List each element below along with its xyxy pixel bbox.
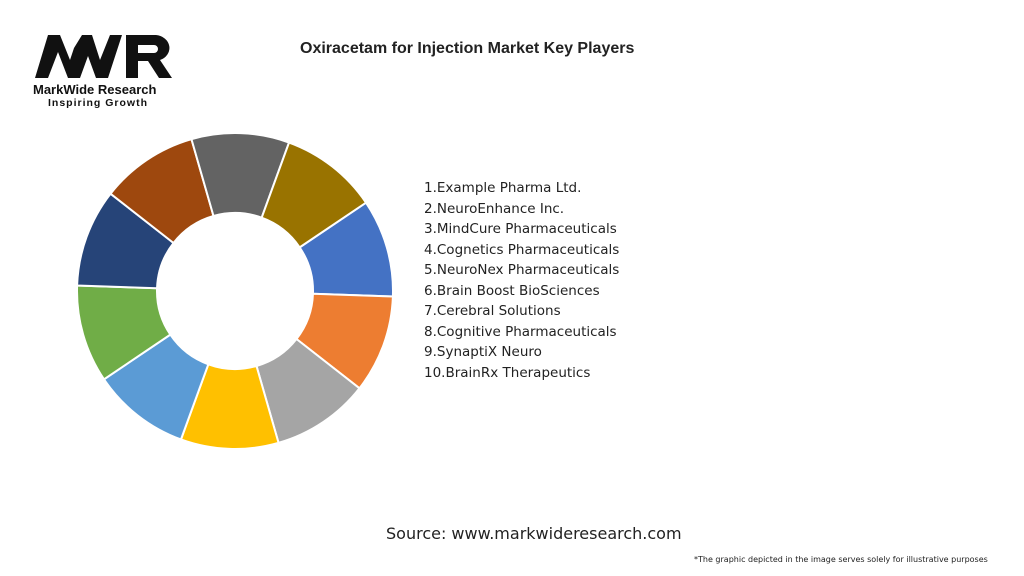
legend: 1.Example Pharma Ltd. 2.NeuroEnhance Inc… [424,178,619,383]
legend-item: 9.SynaptiX Neuro [424,344,542,360]
legend-item: 2.NeuroEnhance Inc. [424,200,565,217]
legend-item: 4.Cognetics Pharmaceuticals [424,241,620,258]
legend-item: 5.NeuroNex Pharmaceuticals [424,262,620,278]
logo-brand: MarkWide Research [33,82,157,97]
legend-item: 8.Cognitive Pharmaceuticals [424,323,617,340]
legend-item: 6.Brain Boost BioSciences [424,282,600,299]
donut-slice-10 [260,141,368,249]
disclaimer-note: *The graphic depicted in the image serve… [694,555,988,564]
legend-item: 7.Cerebral Solutions [424,303,561,319]
logo-tagline: Inspiring Growth [48,97,148,109]
chart-title: Oxiracetam for Injection Market Key Play… [300,40,635,57]
logo-mark [35,35,172,78]
legend-item: 1.Example Pharma Ltd. [424,180,582,196]
legend-item: 10.BrainRx Therapeutics [424,364,591,381]
source-text: Source: www.markwideresearch.com [386,524,682,543]
legend-item: 3.MindCure Pharmaceuticals [424,221,617,237]
